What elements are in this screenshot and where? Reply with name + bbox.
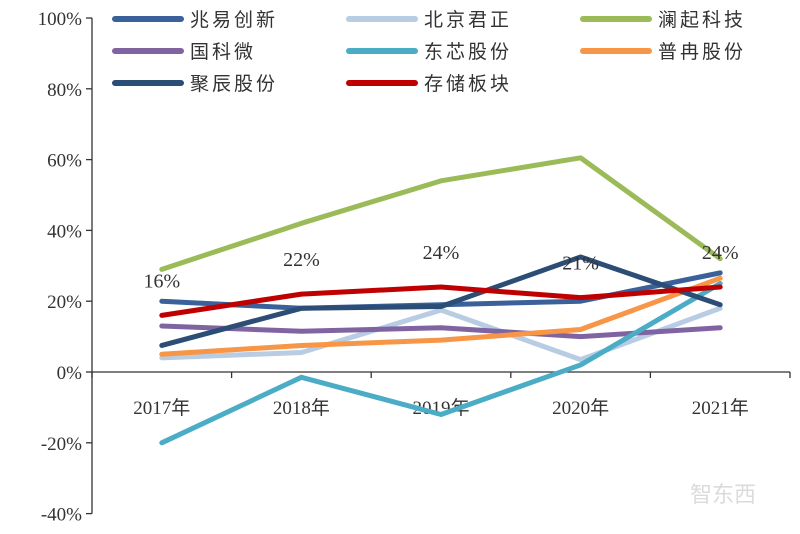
y-tick-label: 100% [38, 9, 83, 30]
data-label: 21% [562, 253, 599, 275]
x-tick-label: 2017年 [133, 397, 190, 419]
axes: 100% 80% 60% 40% 20% 0% -20% -40% 2017年 2018年 2019… [38, 9, 791, 526]
y-tick-label: 0% [57, 363, 83, 384]
legend-label: 东芯股份 [424, 41, 512, 63]
legend-label: 国科微 [190, 41, 256, 63]
y-tick-label: 20% [47, 292, 82, 313]
series-line-1 [159, 305, 723, 363]
data-label: 24% [423, 242, 460, 264]
svg-text:智东西: 智东西 [690, 483, 756, 508]
data-label: 24% [702, 242, 739, 264]
series-line-2 [159, 155, 723, 272]
series-lines [159, 155, 723, 446]
x-tick-label: 2019年 [412, 397, 469, 419]
y-tick-label: 60% [47, 151, 82, 172]
data-labels: 16% 22% 24% 21% 24% [143, 242, 738, 292]
legend-label: 北京君正 [424, 9, 512, 31]
x-tick-label: 2018年 [273, 397, 330, 419]
series-line-7 [159, 284, 723, 318]
legend-label: 兆易创新 [190, 9, 278, 31]
series-line-5 [159, 275, 723, 357]
y-tick-label: 80% [47, 80, 82, 101]
series-line-3 [159, 323, 723, 340]
data-label: 22% [283, 249, 320, 271]
y-tick-label: -40% [41, 505, 82, 526]
y-tick-label: 40% [47, 221, 82, 242]
legend-label: 聚辰股份 [190, 73, 278, 95]
y-tick-label: -20% [41, 434, 82, 455]
legend-label: 存储板块 [424, 73, 512, 95]
series-line-6 [159, 254, 723, 348]
x-tick-label: 2020年 [552, 397, 609, 419]
legend-label: 普冉股份 [658, 41, 746, 63]
series-line-4 [159, 281, 723, 446]
x-tick-label: 2021年 [692, 397, 749, 419]
legend-label: 澜起科技 [658, 9, 746, 31]
data-label: 16% [143, 270, 180, 292]
watermark-logo: 智东西 [690, 483, 756, 508]
